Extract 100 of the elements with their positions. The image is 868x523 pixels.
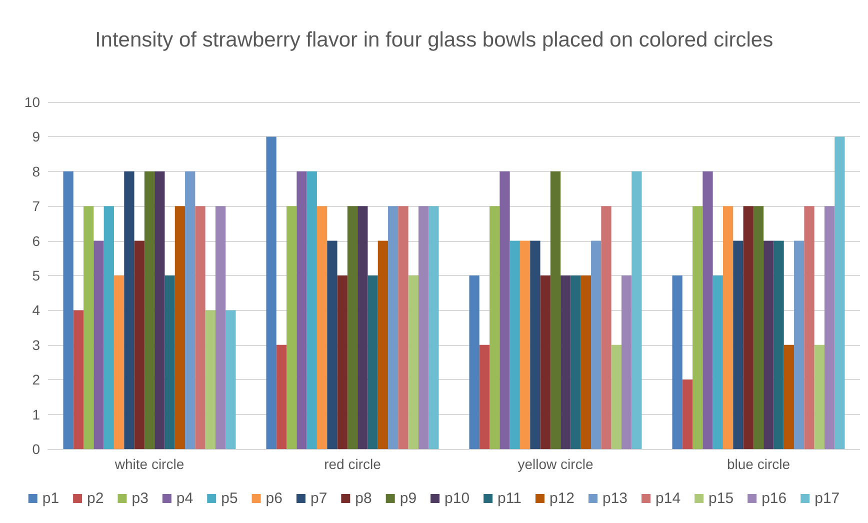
x-tick-label: red circle xyxy=(324,456,382,472)
bar xyxy=(134,240,144,449)
bar xyxy=(804,206,814,449)
bar xyxy=(73,310,84,449)
bar xyxy=(428,206,439,449)
bar xyxy=(510,240,520,449)
legend-label: p16 xyxy=(762,490,787,507)
bar xyxy=(580,276,592,449)
y-tick-label: 0 xyxy=(32,441,40,457)
bar xyxy=(124,171,134,449)
y-tick-label: 8 xyxy=(32,163,40,180)
y-tick-label: 3 xyxy=(32,336,40,353)
legend-label: p9 xyxy=(400,490,417,507)
bar xyxy=(824,206,835,449)
legend-label: p2 xyxy=(87,490,104,507)
bar xyxy=(794,240,804,449)
bar xyxy=(358,206,368,449)
bar xyxy=(591,240,602,449)
bar xyxy=(337,276,348,449)
bar xyxy=(764,240,774,449)
y-tick-label: 5 xyxy=(32,268,40,284)
bar xyxy=(743,206,754,449)
bar xyxy=(672,276,682,449)
bar xyxy=(276,344,287,449)
bar xyxy=(398,206,408,449)
legend-label: p3 xyxy=(132,490,148,507)
legend-label: p1 xyxy=(42,490,60,507)
legend-label: p8 xyxy=(355,490,372,507)
bar xyxy=(469,276,480,449)
bar xyxy=(205,310,216,449)
legend-label: p6 xyxy=(266,490,282,507)
bar xyxy=(286,206,297,449)
legend-label: p10 xyxy=(444,490,470,507)
legend-label: p4 xyxy=(176,490,194,507)
legend-label: p7 xyxy=(310,490,328,507)
bar xyxy=(479,344,490,449)
x-tick-label: yellow circle xyxy=(518,456,594,472)
bar xyxy=(601,206,612,449)
bar xyxy=(834,136,845,449)
bar xyxy=(327,240,338,449)
bar xyxy=(490,206,500,449)
legend-label: p17 xyxy=(814,490,840,507)
bar xyxy=(408,276,418,449)
bar xyxy=(611,344,622,449)
bar xyxy=(306,171,317,449)
bar xyxy=(215,206,226,449)
x-tick-label: white circle xyxy=(114,456,184,472)
bar xyxy=(418,206,429,449)
bar xyxy=(722,206,734,449)
bar xyxy=(347,206,358,449)
bar xyxy=(784,344,794,449)
bar xyxy=(774,240,784,449)
bar xyxy=(692,206,703,449)
legend-label: p13 xyxy=(602,490,628,507)
bar xyxy=(550,171,561,449)
bar xyxy=(702,171,713,449)
bar xyxy=(84,206,94,449)
bar xyxy=(570,276,581,449)
x-tick-label: blue circle xyxy=(726,456,790,472)
bar xyxy=(185,171,196,449)
bar xyxy=(520,240,530,449)
chart-title: Intensity of strawberry flavor in four glass bowls placed on colored circles xyxy=(94,28,774,52)
bar xyxy=(164,276,175,449)
legend-label: p15 xyxy=(708,490,734,507)
bar xyxy=(753,206,764,449)
bar xyxy=(195,206,206,449)
bar xyxy=(560,276,571,449)
bar xyxy=(540,276,550,449)
bar xyxy=(316,206,328,449)
y-tick-label: 10 xyxy=(24,94,40,110)
bar xyxy=(388,206,398,449)
y-tick-label: 1 xyxy=(32,406,40,422)
y-tick-label: 9 xyxy=(32,128,40,145)
bar xyxy=(712,276,723,449)
legend-label: p11 xyxy=(498,490,522,507)
bar xyxy=(632,171,642,449)
bar xyxy=(296,171,307,449)
bar xyxy=(174,206,186,449)
bar xyxy=(94,240,104,449)
bar xyxy=(63,171,74,449)
y-tick-label: 4 xyxy=(32,302,40,318)
bar xyxy=(266,136,276,449)
bar xyxy=(500,171,510,449)
bar xyxy=(144,171,155,449)
y-tick-label: 7 xyxy=(32,198,40,214)
bar xyxy=(621,276,632,449)
bar xyxy=(368,276,378,449)
bar xyxy=(530,240,540,449)
bar xyxy=(733,240,744,449)
bar xyxy=(226,310,236,449)
bar xyxy=(814,344,824,449)
y-tick-label: 2 xyxy=(32,372,40,388)
bar xyxy=(154,171,165,449)
legend-label: p12 xyxy=(549,490,574,507)
bar xyxy=(104,206,114,449)
legend-label: p14 xyxy=(656,490,681,507)
bar xyxy=(378,240,388,449)
y-tick-label: 6 xyxy=(32,232,40,249)
legend-label: p5 xyxy=(221,490,238,507)
bar xyxy=(682,380,693,449)
